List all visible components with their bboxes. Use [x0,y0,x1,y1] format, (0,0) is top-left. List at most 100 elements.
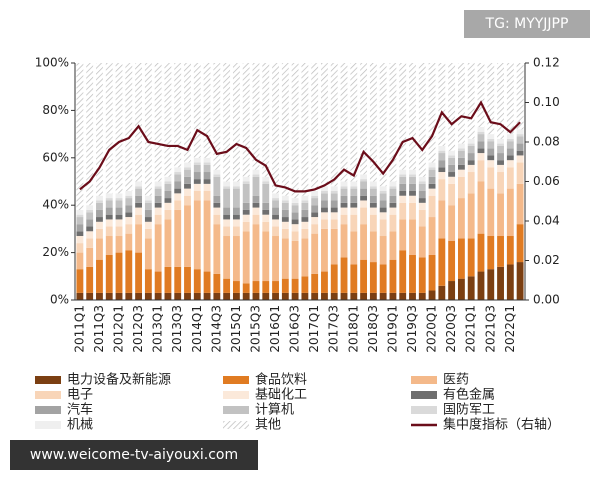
bar-segment [232,236,240,282]
bar-segment [262,202,270,210]
bar-segment [418,181,426,184]
bar-segment [203,157,211,163]
bar-segment [321,219,328,229]
bar-segment [477,126,485,132]
x-tick-label: 2021Q3 [483,305,497,353]
bar-segment [369,207,377,215]
bar-segment [135,202,143,208]
bar-segment [360,181,368,189]
bar-segment [174,200,182,210]
bar-segment [213,195,221,203]
bar-segment [487,269,495,300]
bar-segment [487,155,495,161]
bar-segment [418,202,426,210]
bar-segment [76,292,84,300]
bar-segment [428,162,436,168]
bar-segment [125,63,133,191]
bar-segment [369,195,377,203]
y-tick-label: 100% [35,56,69,70]
bar-segment [174,193,182,201]
bar-segment [487,167,495,189]
bar-segment [203,190,211,201]
bar-segment [428,176,436,184]
bar-segment [76,236,84,244]
bar-segment [272,200,279,208]
bar-segment [262,63,270,177]
bar-segment [389,292,397,300]
bar-segment [223,236,231,279]
bar-segment [457,169,465,177]
bar-segment [506,148,514,156]
bar-segment [330,264,338,293]
bar-segment [184,183,191,189]
bar-segment [330,292,338,300]
bar-segment [223,63,231,182]
bar-segment [477,160,485,182]
x-tick-label: 2015Q1 [229,305,243,353]
watermark: TG: MYYJJPP [485,16,569,32]
bar-segment [516,63,524,130]
bar-segment [223,292,231,300]
legend-swatch [411,376,437,384]
bar-segment [340,181,348,187]
bar-segment [360,63,368,175]
bar-segment [301,202,309,210]
bar-segment [321,63,328,187]
bar-segment [213,169,221,175]
bar-segment [369,202,377,208]
bar-segment [438,179,446,201]
legend-swatch [35,421,61,429]
bar-segment [281,217,289,222]
bar-segment [311,190,319,196]
bar-segment [164,209,172,220]
bar-segment [428,254,436,291]
bar-segment [291,231,299,241]
bar-segment [272,236,279,282]
bar-segment [438,167,446,173]
bar-segment [516,262,524,300]
bar-segment [213,63,221,170]
watermark: www.weicome-tv-aiyouxi.com [30,447,238,463]
bar-segment [497,164,504,173]
bar-segment [301,195,309,201]
y2-tick-label: 0.00 [533,293,560,307]
bar-segment [164,181,172,184]
bar-segment [105,219,113,227]
bar-segment [272,281,279,293]
bar-segment [281,63,289,196]
bar-segment [497,160,504,165]
bar-segment [350,214,358,232]
bar-segment [379,212,387,220]
bar-segment [252,207,260,215]
bar-segment [184,266,191,293]
bar-segment [399,250,407,293]
bar-segment [252,63,260,170]
bar-segment [281,200,289,203]
bar-segment [291,224,299,232]
bar-segment [438,153,446,161]
bar-segment [379,236,387,265]
bar-segment [86,63,94,206]
bar-segment [467,138,475,144]
bar-segment [487,141,495,149]
bar-segment [135,63,143,182]
legend-swatch [411,406,437,414]
bar-segment [311,195,319,199]
bar-segment [193,179,201,184]
bar-segment [252,176,260,196]
bar-segment [105,193,113,199]
bar-segment [203,179,211,184]
bar-segment [291,63,299,199]
bar-segment [457,238,465,279]
bar-segment [497,172,504,194]
bar-segment [301,200,309,203]
y2-tick-label: 0.02 [533,253,560,267]
x-tick-label: 2019Q3 [405,305,419,353]
bar-segment [213,207,221,215]
bar-segment [487,160,495,168]
bar-segment [487,148,495,156]
bar-segment [154,271,162,293]
bar-segment [516,224,524,263]
bar-segment [135,186,143,189]
bar-segment [135,188,143,196]
